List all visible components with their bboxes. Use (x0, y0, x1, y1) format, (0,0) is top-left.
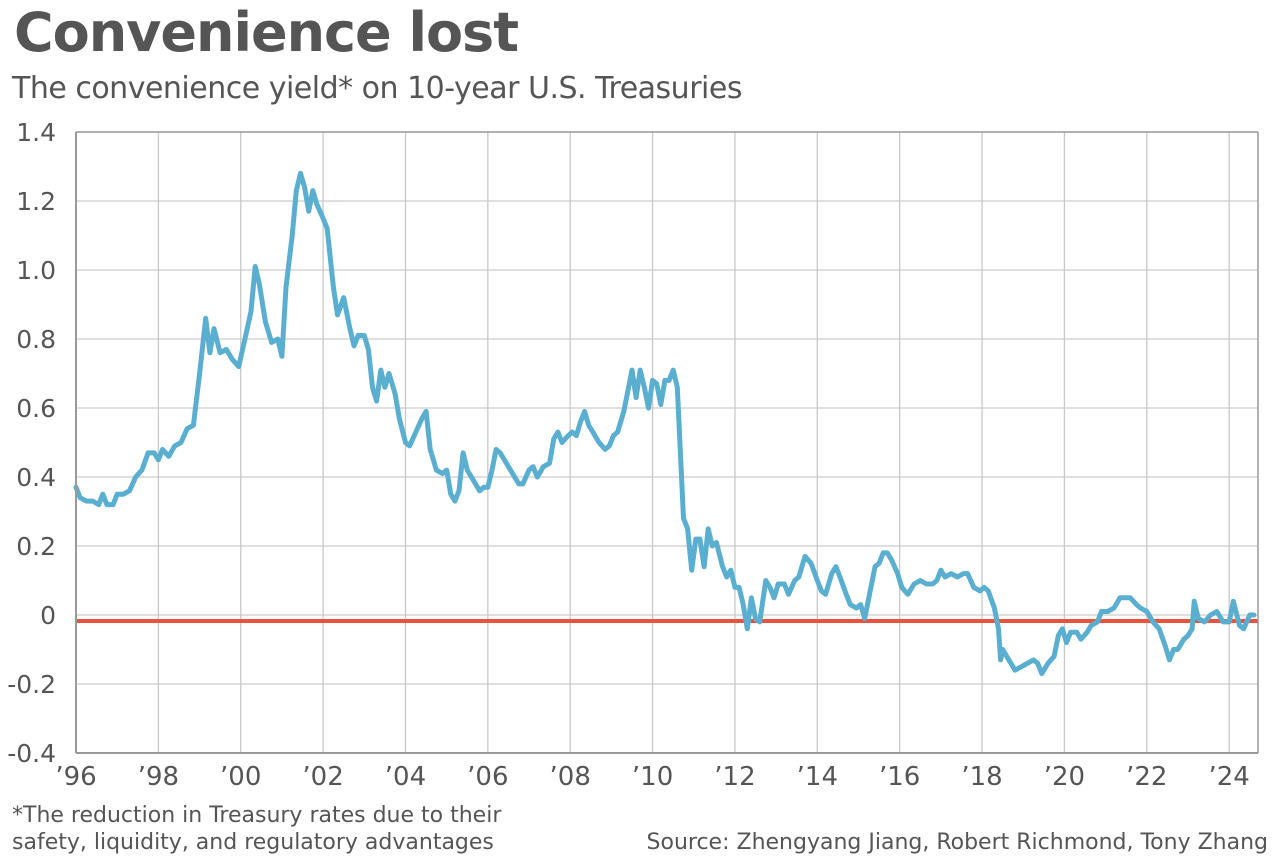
y-tick-label: -0.4 (7, 739, 56, 768)
y-tick-label: 1.2 (16, 187, 56, 216)
series-group (73, 170, 1257, 677)
x-tick-label: ’10 (632, 762, 673, 792)
x-tick-label: ’06 (467, 762, 508, 792)
x-tick-label: ’20 (1044, 762, 1085, 792)
y-tick-label: 0.6 (16, 394, 56, 423)
x-tick-label: ’04 (385, 762, 426, 792)
source-credit: Source: Zhengyang Jiang, Robert Richmond… (646, 830, 1268, 855)
x-tick-label: ’14 (797, 762, 838, 792)
footnote: *The reduction in Treasury rates due to … (12, 802, 572, 856)
x-tick-label: ’02 (302, 762, 343, 792)
plot-frame (75, 131, 1259, 754)
y-tick-label: 0.8 (16, 325, 56, 354)
series-line (73, 170, 1257, 677)
chart-title: Convenience lost (14, 1, 519, 64)
y-tick-label: -0.2 (7, 670, 56, 699)
y-tick-label: 1.4 (16, 118, 56, 147)
chart-subtitle: The convenience yield* on 10-year U.S. T… (12, 71, 742, 106)
gridlines (75, 131, 1258, 754)
x-tick-label: ’16 (879, 762, 920, 792)
footnote-line-1: *The reduction in Treasury rates due to … (12, 803, 502, 828)
x-tick-label: ’18 (961, 762, 1002, 792)
x-tick-label: ’22 (1126, 762, 1167, 792)
x-axis-tick-labels: ’96 ’98 ’00 ’02 ’04 ’06 ’08 ’10 ’12 ’14 ’16 ’18 ’20 ’… (55, 762, 1250, 792)
y-tick-label: 0.4 (16, 463, 56, 492)
y-axis-tick-labels: 1.4 1.2 1.0 0.8 0.6 0.4 0.2 0 -0.2 -0.4 (7, 118, 56, 768)
x-tick-label: ’12 (714, 762, 755, 792)
y-tick-label: 0 (40, 601, 56, 630)
x-tick-label: ’98 (138, 762, 179, 792)
y-tick-label: 0.2 (16, 532, 56, 561)
x-tick-label: ’96 (55, 762, 96, 792)
x-tick-label: ’24 (1208, 762, 1249, 792)
y-tick-label: 1.0 (16, 256, 56, 285)
x-tick-label: ’00 (220, 762, 261, 792)
footnote-line-2: safety, liquidity, and regulatory advant… (12, 830, 494, 855)
x-tick-label: ’08 (550, 762, 591, 792)
